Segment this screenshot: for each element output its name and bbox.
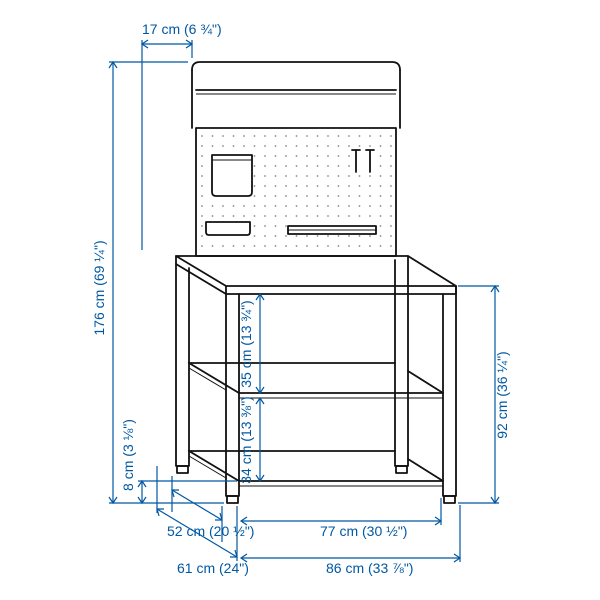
dim-table-height-label: 92 cm (36 ¼") [494, 351, 510, 438]
dim-upper-gap-label: 35 cm (13 ¾") [238, 300, 254, 387]
dim-top-depth: 17 cm (6 ¾") [142, 21, 222, 250]
dim-top-depth-label: 17 cm (6 ¾") [142, 21, 222, 37]
dim-depth-outer: 61 cm (24") [157, 466, 249, 576]
dim-total-height-label: 176 cm (69 ¼") [91, 240, 107, 335]
dim-depth-inner-label: 52 cm (20 ½") [167, 523, 254, 539]
dim-lower-gap-label: 34 cm (13 ⅜") [238, 396, 254, 483]
dim-width-outer-label: 86 cm (33 ⅞") [326, 560, 413, 576]
dim-leg-height-label: 8 cm (3 ⅛") [120, 419, 136, 491]
dim-lower-gap: 34 cm (13 ⅜") [238, 396, 264, 483]
dim-table-height: 92 cm (36 ¼") [458, 286, 510, 503]
dim-depth-outer-label: 61 cm (24") [177, 560, 249, 576]
workbench-outline [176, 62, 456, 503]
dim-upper-gap: 35 cm (13 ¾") [238, 294, 264, 393]
dim-width-inner-label: 77 cm (30 ½") [320, 523, 407, 539]
dimension-lines: 17 cm (6 ¾") 176 cm (69 ¼") 8 cm (3 ⅛") … [91, 21, 510, 576]
dim-width-outer: 86 cm (33 ⅞") [241, 505, 460, 576]
dimension-diagram: 17 cm (6 ¾") 176 cm (69 ¼") 8 cm (3 ⅛") … [0, 0, 600, 600]
dim-width-inner: 77 cm (30 ½") [241, 498, 441, 539]
